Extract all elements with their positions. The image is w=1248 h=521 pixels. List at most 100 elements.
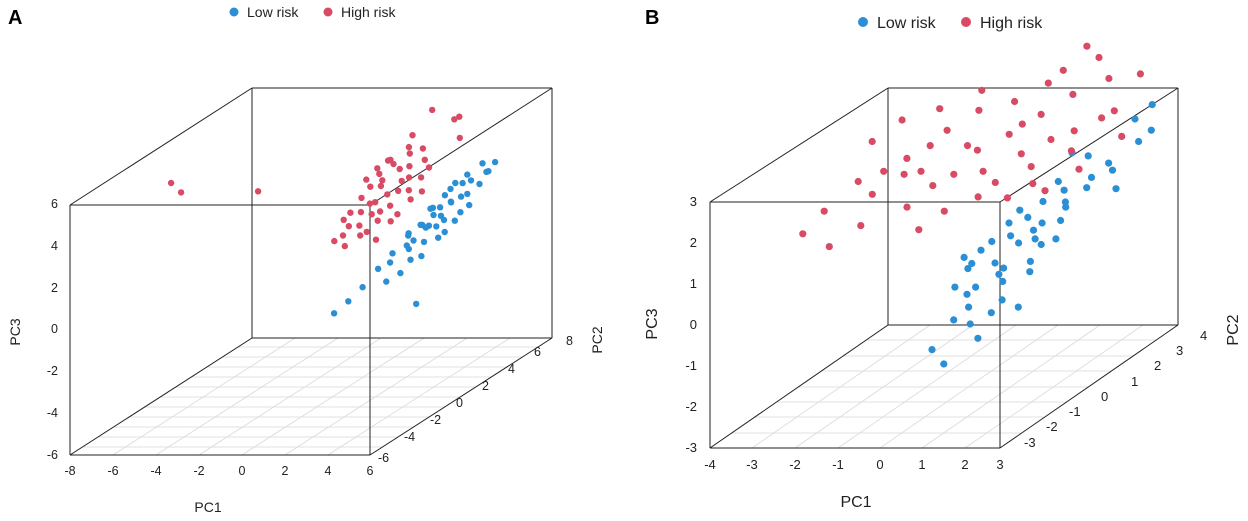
point-high-risk <box>825 243 833 251</box>
point-low-risk <box>1148 101 1156 109</box>
point-high-risk <box>1098 114 1106 122</box>
point-low-risk <box>330 310 338 317</box>
panel-a-y-ticks: -6 -4 -2 0 2 4 6 8 <box>378 334 573 465</box>
z-axis-label: PC3 <box>7 318 23 345</box>
x-tick: -4 <box>150 464 161 478</box>
point-low-risk <box>483 168 490 176</box>
z-tick: -1 <box>685 358 697 373</box>
point-low-risk <box>435 234 442 241</box>
point-low-risk <box>991 259 999 267</box>
x-tick: 1 <box>918 457 925 472</box>
point-low-risk <box>1062 203 1070 211</box>
point-low-risk <box>1052 235 1060 243</box>
point-low-risk <box>1105 159 1113 167</box>
y-tick: 2 <box>1154 358 1161 373</box>
point-high-risk <box>398 177 405 185</box>
legend-label-high-risk: High risk <box>980 15 1043 32</box>
z-tick: 2 <box>690 235 697 250</box>
point-low-risk <box>1083 184 1091 192</box>
point-high-risk <box>1070 127 1078 135</box>
z-tick: 3 <box>690 194 697 209</box>
y-tick: 0 <box>1101 389 1108 404</box>
point-high-risk <box>857 222 865 230</box>
point-high-risk <box>1083 42 1091 50</box>
panel-b-legend: Low risk High risk <box>858 15 1043 32</box>
point-low-risk <box>1061 198 1069 206</box>
point-high-risk <box>367 183 374 190</box>
legend-marker-high-risk <box>961 17 971 27</box>
x-tick: -8 <box>64 464 75 478</box>
point-high-risk <box>451 116 458 123</box>
point-low-risk <box>1112 185 1120 193</box>
point-low-risk <box>386 259 394 266</box>
point-low-risk <box>950 316 958 324</box>
x-tick: -6 <box>107 464 118 478</box>
point-high-risk <box>1044 79 1052 87</box>
point-high-risk <box>377 182 385 190</box>
point-high-risk <box>396 165 403 173</box>
legend-label-high-risk: High risk <box>341 4 396 20</box>
z-tick: 2 <box>51 281 58 295</box>
y-tick: -2 <box>430 413 441 427</box>
point-low-risk <box>1000 264 1008 272</box>
x-tick: -2 <box>193 464 204 478</box>
y-tick: -6 <box>378 451 389 465</box>
z-tick: 0 <box>690 317 697 332</box>
point-low-risk <box>987 309 995 317</box>
point-high-risk <box>363 228 370 236</box>
y-tick: 8 <box>566 334 573 348</box>
point-low-risk <box>951 283 959 291</box>
x-tick: 2 <box>282 464 289 478</box>
point-high-risk <box>1027 163 1035 171</box>
point-high-risk <box>1105 74 1113 83</box>
panel-b-floor-grid <box>709 324 1156 449</box>
x-tick: -4 <box>704 457 716 472</box>
point-high-risk <box>1037 110 1045 118</box>
point-high-risk <box>1095 53 1103 62</box>
z-tick: -3 <box>685 440 697 455</box>
y-tick: 1 <box>1131 374 1138 389</box>
point-low-risk <box>995 270 1003 278</box>
point-low-risk <box>1029 226 1038 234</box>
point-high-risk <box>1067 147 1075 155</box>
point-low-risk <box>491 158 499 166</box>
y-tick: -4 <box>404 430 415 444</box>
y-tick: 6 <box>534 345 541 359</box>
legend-marker-high-risk <box>323 7 333 17</box>
point-low-risk <box>441 228 448 236</box>
point-high-risk <box>356 222 363 229</box>
point-high-risk <box>950 170 958 178</box>
z-tick: 1 <box>690 276 697 291</box>
panel-a-legend: Low risk High risk <box>229 4 396 20</box>
point-low-risk <box>410 237 417 244</box>
point-high-risk <box>880 167 888 175</box>
point-low-risk <box>433 223 440 230</box>
point-low-risk <box>447 199 455 206</box>
point-high-risk <box>425 164 433 171</box>
point-high-risk <box>421 156 428 163</box>
panel-b-letter: B <box>645 7 659 29</box>
point-high-risk <box>395 187 402 194</box>
point-low-risk <box>998 296 1006 304</box>
point-high-risk <box>405 174 413 181</box>
point-low-risk <box>476 180 483 188</box>
point-high-risk <box>167 179 175 187</box>
z-tick: 6 <box>51 197 58 211</box>
point-high-risk <box>372 236 380 243</box>
point-low-risk <box>407 256 414 263</box>
point-high-risk <box>820 207 828 215</box>
z-tick: -6 <box>47 448 58 462</box>
z-tick: 4 <box>51 239 58 253</box>
point-high-risk <box>1059 66 1067 74</box>
point-high-risk <box>374 165 381 172</box>
point-high-risk <box>379 177 386 184</box>
panel-a-z-ticks: 6 4 2 0 -2 -4 -6 <box>47 197 58 462</box>
point-high-risk <box>390 160 397 168</box>
panel-a-x-ticks: -8 -6 -4 -2 0 2 4 6 <box>64 464 373 478</box>
x-tick: 4 <box>325 464 332 478</box>
point-high-risk <box>1110 107 1118 115</box>
point-low-risk <box>1015 239 1023 247</box>
point-low-risk <box>459 179 466 187</box>
y-tick: -1 <box>1069 404 1081 419</box>
point-high-risk <box>903 203 911 211</box>
